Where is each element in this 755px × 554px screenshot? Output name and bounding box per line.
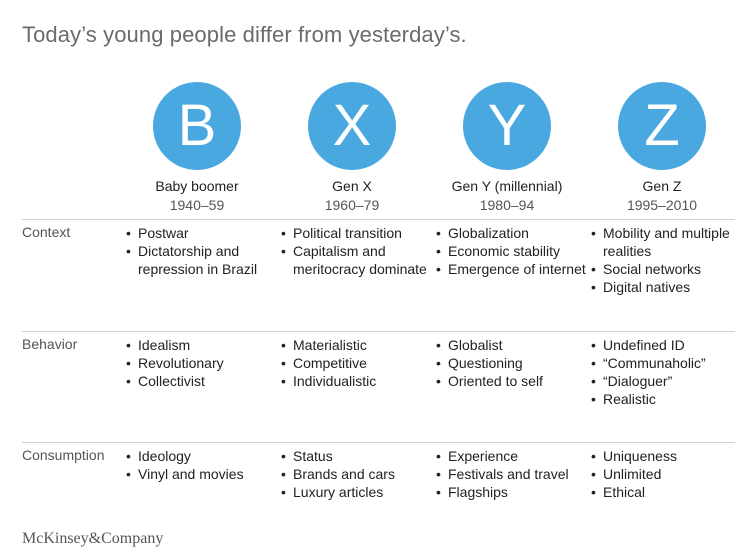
list-item: Status — [281, 447, 429, 465]
list-item: Collectivist — [126, 372, 276, 390]
cell-behavior-baby-boomer: Idealism Revolutionary Collectivist — [126, 336, 276, 390]
generation-letter: B — [177, 93, 217, 158]
list-item: Economic stability — [436, 242, 586, 260]
cell-context-gen-y: Globalization Economic stability Emergen… — [436, 224, 586, 278]
generation-gen-x: X Gen X 1960–79 — [272, 82, 432, 213]
list-item: Globalization — [436, 224, 586, 242]
page-title: Today’s young people differ from yesterd… — [22, 22, 467, 47]
list-item: Ideology — [126, 447, 276, 465]
list-item: Brands and cars — [281, 465, 429, 483]
cell-consumption-baby-boomer: Ideology Vinyl and movies — [126, 447, 276, 483]
list-item: “Dialoguer” — [591, 372, 741, 390]
cell-context-gen-x: Political transition Capitalism and meri… — [281, 224, 429, 278]
list-item: Experience — [436, 447, 586, 465]
list-item: Oriented to self — [436, 372, 586, 390]
cell-consumption-gen-x: Status Brands and cars Luxury articles — [281, 447, 429, 501]
generation-gen-y: Y Gen Y (millennial) 1980–94 — [427, 82, 587, 213]
cell-consumption-gen-y: Experience Festivals and travel Flagship… — [436, 447, 586, 501]
generation-circle: Y — [463, 82, 551, 170]
list-item: Materialistic — [281, 336, 429, 354]
generation-name: Gen X — [332, 178, 372, 194]
generation-years: 1980–94 — [479, 197, 535, 213]
list-item: Globalist — [436, 336, 586, 354]
cell-behavior-gen-z: Undefined ID “Communaholic” “Dialoguer” … — [591, 336, 741, 408]
mckinsey-logo: McKinsey&Company — [22, 530, 164, 547]
generation-name: Gen Z — [642, 178, 682, 194]
generation-gen-z: Z Gen Z 1995–2010 — [582, 82, 742, 213]
list-item: Festivals and travel — [436, 465, 586, 483]
list-item: Emergence of internet — [436, 260, 586, 278]
list-item: Idealism — [126, 336, 276, 354]
list-item: Digital natives — [591, 278, 741, 296]
generation-years: 1995–2010 — [626, 197, 698, 213]
list-item: Flagships — [436, 483, 586, 501]
generation-years: 1940–59 — [169, 197, 225, 213]
cell-behavior-gen-x: Materialistic Competitive Individualisti… — [281, 336, 429, 390]
row-label-behavior: Behavior — [22, 336, 78, 352]
list-item: Dictatorship and repression in Brazil — [126, 242, 276, 278]
list-item: Capitalism and meritocracy dominate — [281, 242, 429, 278]
generation-letter: Y — [487, 93, 527, 158]
generation-baby-boomer: B Baby boomer 1940–59 — [117, 82, 277, 213]
row-divider — [22, 442, 735, 443]
list-item: Competitive — [281, 354, 429, 372]
list-item: Realistic — [591, 390, 741, 408]
generation-letter: Z — [644, 93, 680, 158]
row-divider — [22, 331, 735, 332]
cell-context-gen-z: Mobility and multiple realities Social n… — [591, 224, 741, 296]
list-item: Social networks — [591, 260, 741, 278]
list-item: Questioning — [436, 354, 586, 372]
list-item: Uniqueness — [591, 447, 741, 465]
list-item: Undefined ID — [591, 336, 741, 354]
list-item: Individualistic — [281, 372, 429, 390]
list-item: Political transition — [281, 224, 429, 242]
list-item: Vinyl and movies — [126, 465, 276, 483]
generation-name: Gen Y (millennial) — [451, 178, 563, 194]
list-item: Unlimited — [591, 465, 741, 483]
generation-letter: X — [332, 93, 372, 158]
generation-years: 1960–79 — [324, 197, 380, 213]
list-item: Postwar — [126, 224, 276, 242]
list-item: “Communaholic” — [591, 354, 741, 372]
list-item: Mobility and multiple realities — [591, 224, 741, 260]
cell-context-baby-boomer: Postwar Dictatorship and repression in B… — [126, 224, 276, 278]
row-label-consumption: Consumption — [22, 447, 105, 463]
cell-behavior-gen-y: Globalist Questioning Oriented to self — [436, 336, 586, 390]
generation-circle: Z — [618, 82, 706, 170]
cell-consumption-gen-z: Uniqueness Unlimited Ethical — [591, 447, 741, 501]
row-label-context: Context — [22, 224, 71, 240]
list-item: Luxury articles — [281, 483, 429, 501]
generation-name: Baby boomer — [155, 178, 239, 194]
generation-circle: X — [308, 82, 396, 170]
list-item: Revolutionary — [126, 354, 276, 372]
list-item: Ethical — [591, 483, 741, 501]
row-divider — [22, 219, 735, 220]
generation-circle: B — [153, 82, 241, 170]
